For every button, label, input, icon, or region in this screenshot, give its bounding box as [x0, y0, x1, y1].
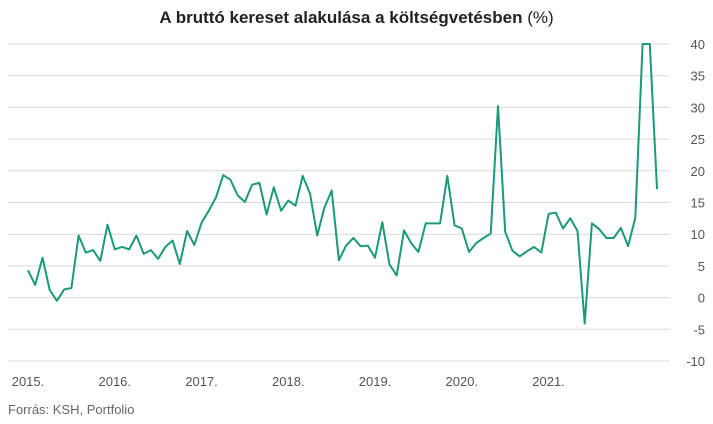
y-tick-label: 10	[691, 227, 705, 242]
x-tick-label: 2018.	[272, 374, 305, 389]
x-tick-label: 2019.	[359, 374, 392, 389]
y-tick-label: 15	[691, 196, 705, 211]
x-tick-label: 2021.	[532, 374, 565, 389]
y-tick-label: 20	[691, 164, 705, 179]
y-axis-ticks: 40 35 30 25 20 15 10 5 0 -5 -10	[686, 37, 705, 369]
source-note: Forrás: KSH, Portfolio	[8, 402, 135, 417]
x-tick-label: 2020.	[446, 374, 479, 389]
series-layer	[27, 43, 658, 325]
y-tick-label: 5	[698, 259, 705, 274]
x-tick-label: 2016.	[98, 374, 131, 389]
x-tick-label: 2017.	[185, 374, 218, 389]
y-tick-label: -5	[693, 322, 705, 337]
y-tick-label: 30	[691, 100, 705, 115]
y-tick-label: 25	[691, 132, 705, 147]
grid-lines	[8, 43, 670, 362]
x-axis-ticks: 2015. 2016. 2017. 2018. 2019. 2020. 2021.	[12, 374, 565, 389]
chart-title: A bruttó kereset alakulása a költségveté…	[159, 8, 554, 27]
y-tick-label: 0	[698, 291, 705, 306]
y-tick-label: 40	[691, 37, 705, 52]
y-tick-label: 35	[691, 69, 705, 84]
series-line-0	[27, 43, 658, 325]
y-tick-label: -10	[686, 354, 705, 369]
x-tick-label: 2015.	[12, 374, 45, 389]
